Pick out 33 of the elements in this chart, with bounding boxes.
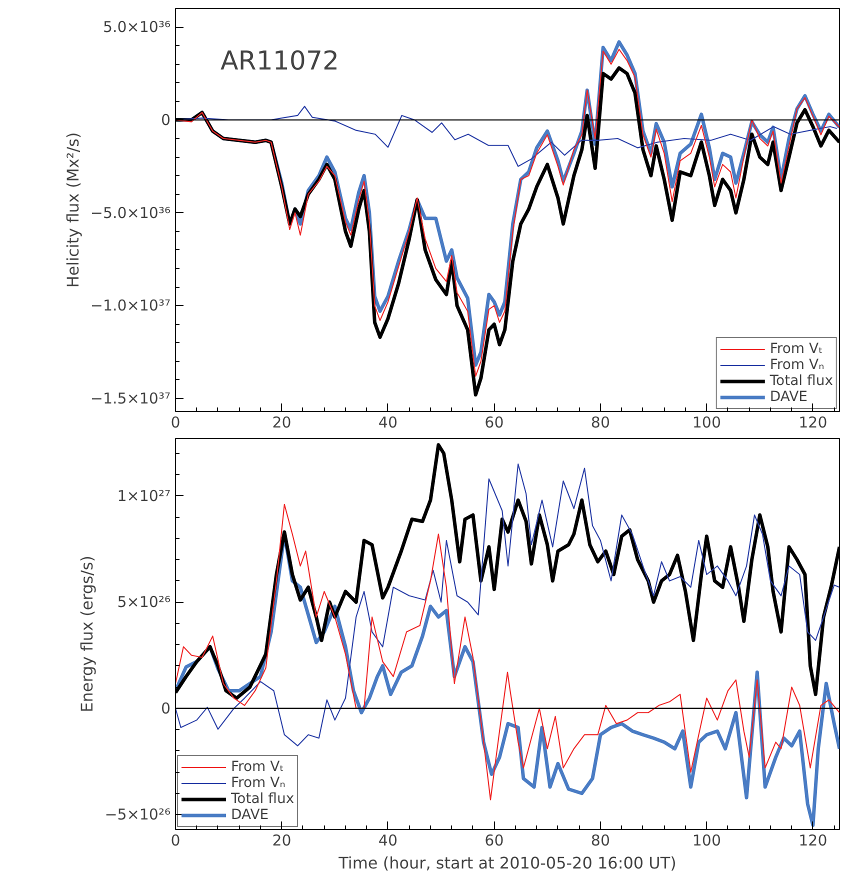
y-tick-label: 5×10²⁶ <box>117 593 171 612</box>
x-tick-label: 100 <box>692 414 722 432</box>
y-tick-label: −1.0×10³⁷ <box>90 296 171 315</box>
x-tick-label: 40 <box>378 832 398 850</box>
annotation: AR11072 <box>220 46 340 76</box>
y-tick-label: 1×10²⁷ <box>117 486 171 505</box>
x-tick-label: 40 <box>378 414 398 432</box>
x-tick-label: 60 <box>484 832 504 850</box>
x-tick-label: 120 <box>798 832 828 850</box>
legend-label: From Vₜ <box>231 759 284 775</box>
y-axis-title: Energy flux (ergs/s) <box>78 556 97 712</box>
y-tick-label: −1.5×10³⁷ <box>90 390 171 408</box>
y-tick-label: 0 <box>160 110 171 129</box>
y-tick-label: 5.0×10³⁶ <box>102 18 171 36</box>
y-tick-label: 0 <box>160 699 171 718</box>
x-tick-label: 20 <box>272 414 292 432</box>
legend-label: DAVE <box>770 389 808 405</box>
legend-label: From Vₜ <box>770 341 823 357</box>
x-tick-label: 80 <box>590 414 610 432</box>
x-tick-label: 20 <box>272 832 292 850</box>
legend-label: Total flux <box>770 373 833 389</box>
x-tick-label: 120 <box>798 414 828 432</box>
legend-label: DAVE <box>231 807 269 823</box>
x-axis-title: Time (hour, start at 2010-05-20 16:00 UT) <box>338 854 676 872</box>
x-tick-label: 60 <box>484 414 504 432</box>
x-tick-label: 100 <box>692 832 722 850</box>
legend-label: From Vₙ <box>231 775 286 791</box>
y-axis-title: Helicity flux (Mx²/s) <box>63 132 82 288</box>
legend-label: Total flux <box>231 791 294 807</box>
y-tick-label: −5.0×10³⁶ <box>90 204 171 222</box>
legend-label: From Vₙ <box>770 357 824 373</box>
x-tick-label: 80 <box>590 832 610 850</box>
y-tick-label: −5×10²⁶ <box>104 806 171 824</box>
